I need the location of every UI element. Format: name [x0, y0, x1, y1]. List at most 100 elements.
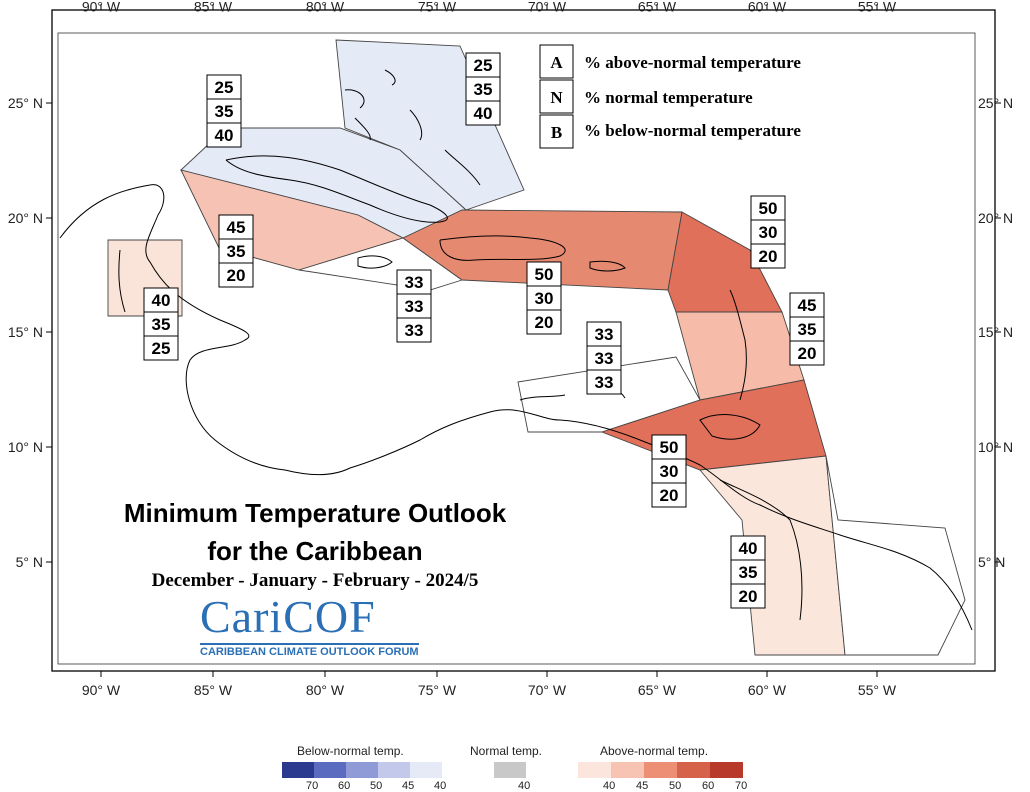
prob-N: 35: [215, 102, 234, 121]
lon-label-top: 70° W: [528, 0, 567, 14]
lat-label-right: 5° N: [978, 554, 1005, 570]
colorbar-tick: 70: [306, 780, 319, 792]
prob-N: 35: [739, 563, 758, 582]
prob-B: 20: [535, 313, 554, 332]
lon-label-bottom: 65° W: [638, 682, 677, 698]
prob-B: 40: [215, 126, 234, 145]
prob-N: 35: [227, 242, 246, 261]
lat-label-right: 15° N: [978, 324, 1013, 340]
prob-B: 20: [660, 486, 679, 505]
prob-B: 20: [227, 266, 246, 285]
prob-A: 50: [660, 438, 679, 457]
lon-label-bottom: 60° W: [748, 682, 787, 698]
colorbar-tick: 45: [402, 780, 415, 792]
prob-box-belize: 40 35 25: [143, 287, 179, 361]
colorbar-tick: 40: [603, 780, 616, 792]
prob-B: 33: [405, 321, 424, 340]
colorbar-tick: 50: [370, 780, 383, 792]
lon-label-top: 80° W: [306, 0, 345, 14]
prob-box-guyana: 40 35 20: [730, 535, 766, 609]
colorbar-tick: 50: [669, 780, 682, 792]
prob-A: 50: [535, 265, 554, 284]
prob-N: 30: [759, 223, 778, 242]
plot-area-border: [57, 32, 976, 665]
lon-label-bottom: 80° W: [306, 682, 345, 698]
colorbar-swatch: [378, 762, 410, 778]
prob-A: 33: [405, 273, 424, 292]
prob-N: 35: [152, 315, 171, 334]
season-subtitle: December - January - February - 2024/5: [151, 570, 479, 591]
legend-key-a: A: [550, 53, 563, 72]
colorbar-swatch: [644, 762, 677, 778]
lat-label-left: 20° N: [8, 210, 43, 226]
colorbar-tick: 70: [735, 780, 748, 792]
prob-B: 20: [798, 344, 817, 363]
prob-A: 50: [759, 199, 778, 218]
lon-label-bottom: 55° W: [858, 682, 897, 698]
colorbar-swatch: [410, 762, 442, 778]
lon-label-top: 85° W: [194, 0, 233, 14]
colorbar-swatch: [282, 762, 314, 778]
colorbar-swatch: [611, 762, 644, 778]
legend-text-below: % below-normal temperature: [584, 121, 801, 140]
map-title-line1: Minimum Temperature Outlook: [123, 498, 507, 528]
lon-label-bottom: 85° W: [194, 682, 233, 698]
legend-key-n: N: [550, 88, 563, 107]
colorbar-tick: 40: [434, 780, 447, 792]
lon-label-top: 65° W: [638, 0, 677, 14]
colorbar-swatch: [314, 762, 346, 778]
lat-label-right: 20° N: [978, 210, 1013, 226]
lon-label-top: 60° W: [748, 0, 787, 14]
region-suriname: [825, 455, 966, 656]
prob-A: 40: [152, 291, 171, 310]
colorbar-below-label: Below-normal temp.: [297, 744, 404, 758]
lat-label-left: 15° N: [8, 324, 43, 340]
prob-B: 25: [152, 339, 171, 358]
prob-box-jamaica: 33 33 33: [396, 269, 432, 343]
prob-A: 33: [595, 325, 614, 344]
prob-A: 45: [227, 218, 246, 237]
colorbar-swatch: [710, 762, 743, 778]
prob-N: 35: [798, 320, 817, 339]
lat-label-left: 10° N: [8, 439, 43, 455]
lon-label-bottom: 90° W: [82, 682, 121, 698]
lat-label-left: 25° N: [8, 95, 43, 111]
prob-N: 35: [474, 80, 493, 99]
lat-label-left: 5° N: [16, 554, 43, 570]
lon-label-bottom: 70° W: [528, 682, 567, 698]
prob-box-bahamas: 25 35 40: [465, 52, 501, 126]
prob-box-trinidad: 50 30 20: [651, 434, 687, 508]
colorbar-swatch: [677, 762, 710, 778]
prob-A: 45: [798, 296, 817, 315]
prob-N: 33: [405, 297, 424, 316]
map-legend: A N B % above-normal temperature % norma…: [539, 44, 801, 149]
colorbar-swatch: [346, 762, 378, 778]
prob-N: 30: [660, 462, 679, 481]
prob-N: 33: [595, 349, 614, 368]
prob-box-abc: 33 33 33: [586, 321, 622, 395]
colorbar-tick: 45: [636, 780, 649, 792]
prob-B: 20: [739, 587, 758, 606]
colorbar-swatch: [494, 762, 526, 778]
lat-label-right: 25° N: [978, 95, 1013, 111]
prob-A: 40: [739, 539, 758, 558]
lat-label-right: 10° N: [978, 439, 1013, 455]
axis-ticks: [46, 4, 1001, 677]
lon-label-top: 55° W: [858, 0, 897, 14]
caricof-logo: CariCOF: [200, 591, 376, 642]
prob-A: 25: [474, 56, 493, 75]
prob-B: 40: [474, 104, 493, 123]
legend-text-normal: % normal temperature: [584, 88, 753, 107]
prob-box-hispaniola: 50 30 20: [526, 261, 562, 335]
prob-A: 25: [215, 78, 234, 97]
colorbar-swatch: [578, 762, 611, 778]
colorbar-normal-label: Normal temp.: [470, 744, 543, 758]
caricof-logo-subtitle: CARIBBEAN CLIMATE OUTLOOK FORUM: [200, 643, 419, 658]
prob-box-windward: 45 35 20: [789, 292, 825, 366]
lon-label-bottom: 75° W: [418, 682, 457, 698]
map-title-line2: for the Caribbean: [207, 536, 423, 566]
colorbar-tick: 60: [338, 780, 351, 792]
colorbar-tick: 40: [518, 780, 531, 792]
colorbar-above-label: Above-normal temp.: [600, 744, 709, 758]
